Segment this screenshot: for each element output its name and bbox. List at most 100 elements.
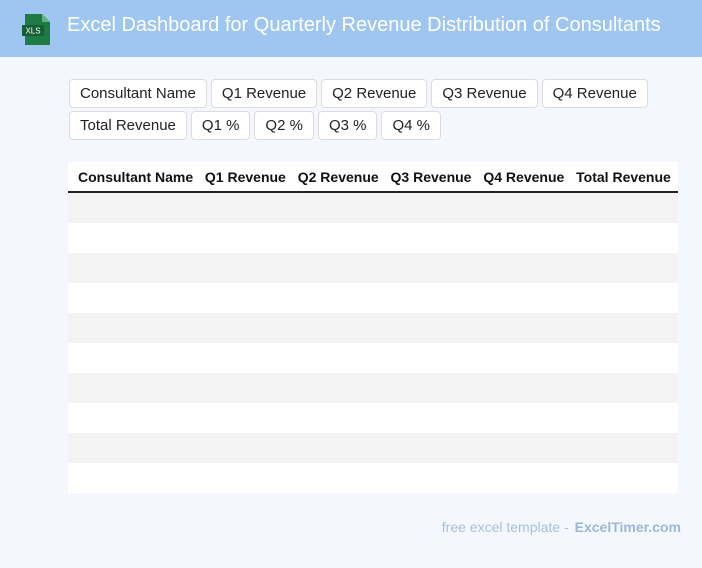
table-cell bbox=[68, 192, 195, 223]
table-cell bbox=[288, 253, 381, 283]
table-cell bbox=[566, 433, 678, 463]
table-cell bbox=[68, 223, 195, 253]
column-header[interactable]: Q1 Revenue bbox=[195, 162, 288, 192]
table-body bbox=[68, 192, 678, 493]
table-cell bbox=[473, 343, 566, 373]
table-cell bbox=[195, 313, 288, 343]
table-cell bbox=[68, 313, 195, 343]
table-cell bbox=[195, 192, 288, 223]
table-cell bbox=[288, 192, 381, 223]
column-toggle[interactable]: Consultant Name bbox=[69, 79, 207, 108]
table-row bbox=[68, 283, 678, 313]
table-cell bbox=[288, 223, 381, 253]
column-toggle[interactable]: Q3 Revenue bbox=[431, 79, 537, 108]
table-cell bbox=[566, 343, 678, 373]
column-toggle[interactable]: Q4 % bbox=[381, 111, 441, 140]
table-cell bbox=[288, 313, 381, 343]
page-title: Excel Dashboard for Quarterly Revenue Di… bbox=[67, 14, 661, 37]
column-header[interactable]: Total Revenue bbox=[566, 162, 678, 192]
table-cell bbox=[195, 253, 288, 283]
table-cell bbox=[473, 373, 566, 403]
table-cell bbox=[381, 223, 474, 253]
table-row bbox=[68, 192, 678, 223]
table-cell bbox=[68, 373, 195, 403]
table-cell bbox=[288, 463, 381, 493]
column-toggle[interactable]: Total Revenue bbox=[69, 111, 187, 140]
table-cell bbox=[381, 313, 474, 343]
table-cell bbox=[288, 343, 381, 373]
table-cell bbox=[381, 463, 474, 493]
table-header: Consultant NameQ1 RevenueQ2 RevenueQ3 Re… bbox=[68, 162, 678, 192]
table-cell bbox=[288, 283, 381, 313]
chip-row: Total RevenueQ1 %Q2 %Q3 %Q4 % bbox=[69, 111, 441, 140]
table-cell bbox=[195, 463, 288, 493]
table-cell bbox=[195, 343, 288, 373]
icon-label: XLS bbox=[25, 27, 40, 36]
table-row bbox=[68, 223, 678, 253]
table-cell bbox=[381, 433, 474, 463]
table-cell bbox=[68, 253, 195, 283]
footer-text: free excel template - bbox=[442, 519, 569, 535]
table-row bbox=[68, 373, 678, 403]
data-table: Consultant NameQ1 RevenueQ2 RevenueQ3 Re… bbox=[68, 162, 678, 493]
table-row bbox=[68, 403, 678, 433]
table-cell bbox=[381, 253, 474, 283]
xls-icon: XLS bbox=[22, 14, 50, 45]
table-cell bbox=[288, 373, 381, 403]
table-cell bbox=[195, 433, 288, 463]
table-cell bbox=[566, 463, 678, 493]
column-toggle[interactable]: Q2 % bbox=[254, 111, 314, 140]
table-cell bbox=[195, 403, 288, 433]
table-container: Consultant NameQ1 RevenueQ2 RevenueQ3 Re… bbox=[68, 162, 678, 493]
table-cell bbox=[195, 223, 288, 253]
table-cell bbox=[195, 373, 288, 403]
footer: free excel template - ExcelTimer.com bbox=[442, 519, 681, 535]
table-cell bbox=[473, 283, 566, 313]
table-cell bbox=[288, 403, 381, 433]
column-toggle[interactable]: Q1 % bbox=[191, 111, 251, 140]
column-header[interactable]: Consultant Name bbox=[68, 162, 195, 192]
column-toggle[interactable]: Q3 % bbox=[318, 111, 378, 140]
column-header[interactable]: Q4 Revenue bbox=[473, 162, 566, 192]
table-cell bbox=[381, 403, 474, 433]
table-cell bbox=[473, 463, 566, 493]
table-cell bbox=[566, 223, 678, 253]
table-cell bbox=[566, 313, 678, 343]
table-row bbox=[68, 343, 678, 373]
table-cell bbox=[473, 253, 566, 283]
table-cell bbox=[381, 283, 474, 313]
table-cell bbox=[566, 253, 678, 283]
table-cell bbox=[288, 433, 381, 463]
table-cell bbox=[68, 343, 195, 373]
column-header[interactable]: Q3 Revenue bbox=[381, 162, 474, 192]
table-row bbox=[68, 433, 678, 463]
table-row bbox=[68, 313, 678, 343]
table-cell bbox=[68, 433, 195, 463]
table-row bbox=[68, 253, 678, 283]
table-cell bbox=[473, 223, 566, 253]
table-cell bbox=[381, 192, 474, 223]
column-header[interactable]: Q2 Revenue bbox=[288, 162, 381, 192]
table-row bbox=[68, 463, 678, 493]
header-bar: XLS Excel Dashboard for Quarterly Revenu… bbox=[0, 0, 702, 57]
table-cell bbox=[473, 433, 566, 463]
table-cell bbox=[566, 283, 678, 313]
table-cell bbox=[473, 192, 566, 223]
table-cell bbox=[473, 313, 566, 343]
footer-link[interactable]: ExcelTimer.com bbox=[575, 519, 681, 535]
table-cell bbox=[473, 403, 566, 433]
table-cell bbox=[566, 403, 678, 433]
column-toggle[interactable]: Q1 Revenue bbox=[211, 79, 317, 108]
chip-row: Consultant NameQ1 RevenueQ2 RevenueQ3 Re… bbox=[69, 79, 648, 108]
table-cell bbox=[566, 192, 678, 223]
table-cell bbox=[68, 403, 195, 433]
column-toggle[interactable]: Q2 Revenue bbox=[321, 79, 427, 108]
table-cell bbox=[68, 283, 195, 313]
table-cell bbox=[381, 343, 474, 373]
table-cell bbox=[566, 373, 678, 403]
column-toggle[interactable]: Q4 Revenue bbox=[542, 79, 648, 108]
table-cell bbox=[381, 373, 474, 403]
table-cell bbox=[68, 463, 195, 493]
table-cell bbox=[195, 283, 288, 313]
